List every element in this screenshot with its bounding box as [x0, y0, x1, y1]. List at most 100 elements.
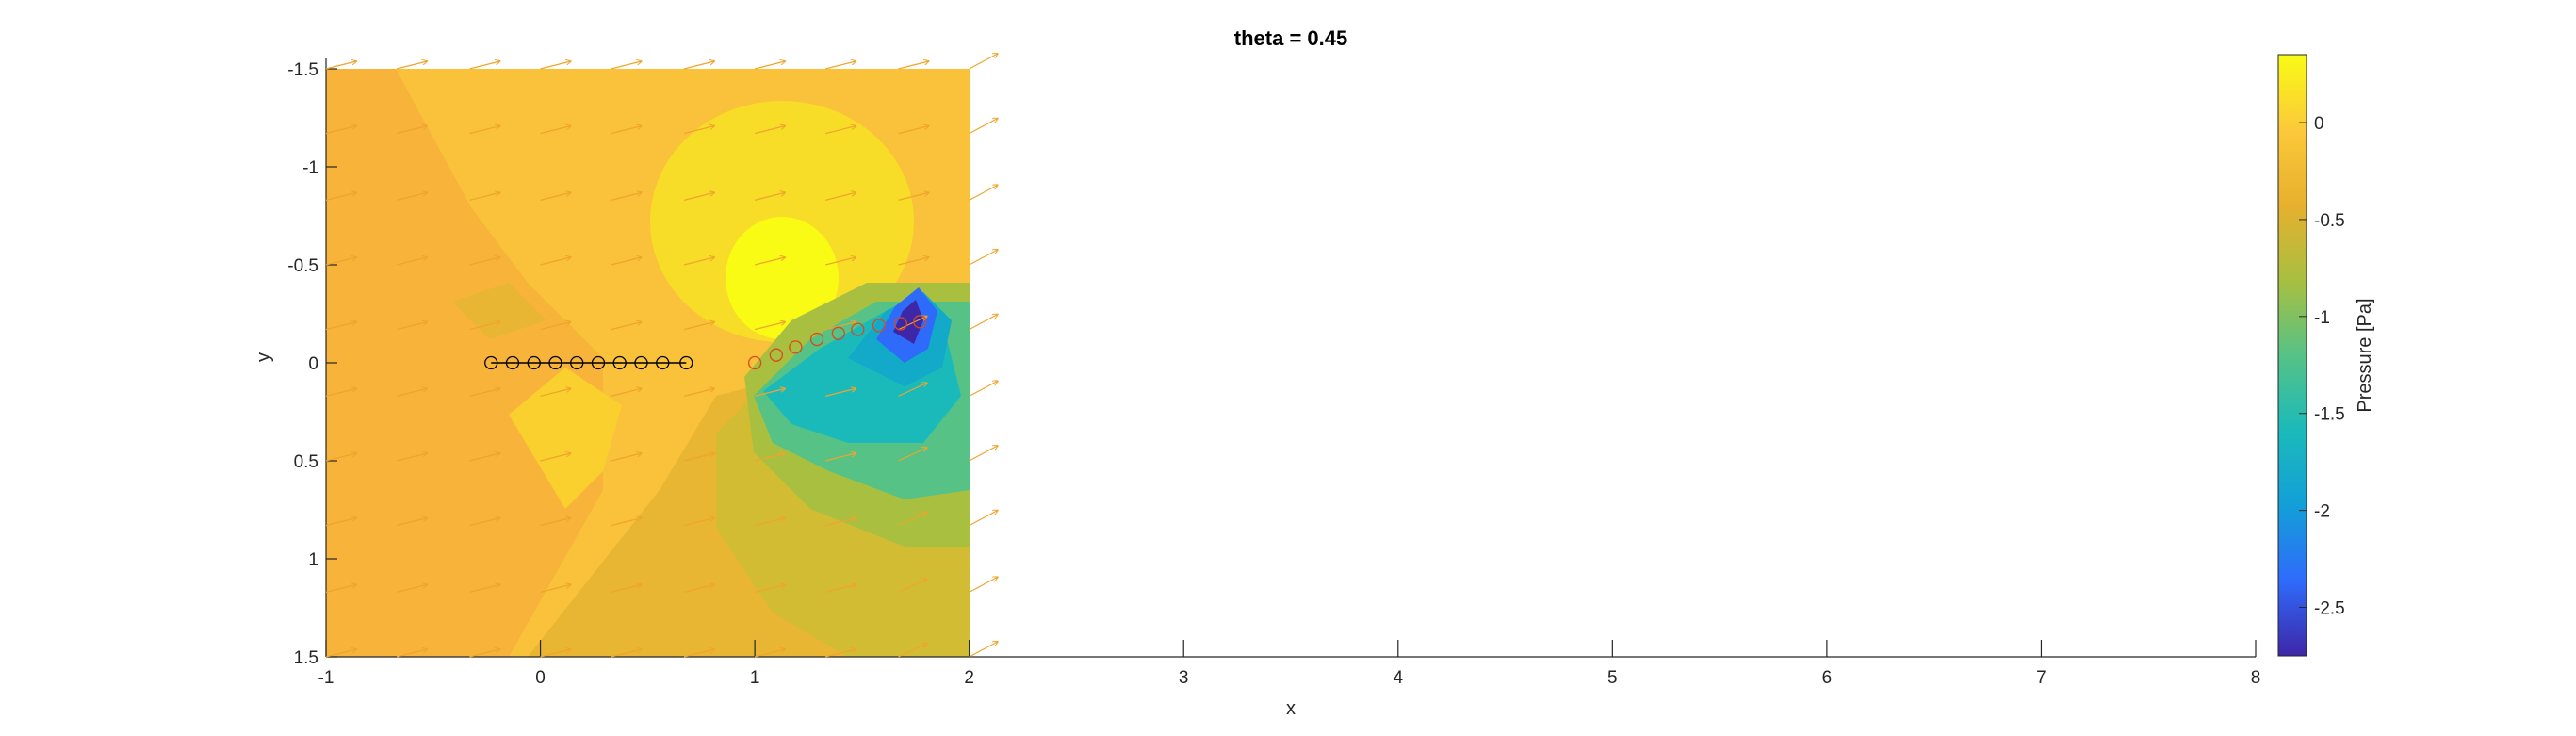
axes: [325, 58, 2256, 658]
wake-marker: [893, 317, 907, 331]
quiver-arrow: [683, 192, 714, 201]
quiver-arrow: [683, 649, 714, 658]
quiver-arrow: [325, 126, 356, 135]
quiver-arrow: [469, 584, 499, 593]
x-axis-title: x: [1286, 698, 1296, 719]
quiver-arrow: [825, 257, 856, 266]
colorbar-tick-label: -2: [2314, 502, 2330, 522]
upstream-marker: [612, 355, 627, 370]
quiver-arrow: [469, 322, 499, 331]
quiver-arrow: [969, 381, 998, 397]
quiver-arrow: [469, 649, 499, 658]
quiver-arrow: [898, 126, 929, 135]
quiver-arrow: [969, 511, 998, 527]
quiver-arrow: [898, 192, 929, 201]
wake-marker: [872, 319, 887, 333]
quiver-arrow: [754, 257, 785, 266]
quiver-arrow: [898, 383, 927, 397]
wake-marker: [809, 332, 824, 347]
colorbar-tick-label: 0: [2314, 114, 2324, 134]
quiver-arrow: [469, 388, 499, 397]
colorbar-tick-label: -1: [2314, 308, 2330, 328]
x-tick-label: 1: [750, 668, 760, 688]
upstream-marker: [634, 355, 648, 370]
upstream-marker: [679, 355, 693, 370]
quiver-arrow: [898, 257, 929, 266]
wake-markers: [747, 315, 927, 370]
y-tick-label: 0.5: [294, 452, 318, 472]
quiver-arrow: [396, 257, 427, 266]
x-tick-label: 0: [535, 668, 546, 688]
x-tick-label: 8: [2251, 668, 2261, 688]
colorbar-label: Pressure [Pa]: [2355, 298, 2375, 412]
upstream-marker: [548, 355, 562, 370]
velocity-quiver: [325, 54, 998, 658]
x-tick-label: 6: [1822, 668, 1833, 688]
quiver-arrow: [611, 518, 642, 527]
quiver-arrow: [540, 518, 571, 527]
quiver-arrow: [969, 315, 998, 331]
x-tick-label: 7: [2036, 668, 2046, 688]
quiver-arrow: [898, 317, 927, 331]
quiver-arrow: [396, 453, 427, 462]
quiver-arrow: [396, 388, 427, 397]
wake-marker: [831, 326, 846, 340]
quiver-arrow: [969, 642, 998, 658]
quiver-arrow: [754, 584, 785, 593]
quiver-arrow: [754, 126, 785, 135]
colorbar-bar: [2277, 54, 2307, 657]
quiver-arrow: [825, 649, 856, 658]
colorbar-ticks: 0 -0.5 -1 -1.5 -2 -2.5: [2299, 114, 2345, 619]
quiver-arrow: [540, 453, 571, 462]
quiver-arrow: [396, 61, 427, 70]
quiver-arrow: [683, 126, 714, 135]
quiver-arrow: [325, 257, 356, 266]
quiver-arrow: [754, 192, 785, 201]
x-tick-label: 3: [1179, 668, 1189, 688]
wake-marker: [913, 315, 927, 329]
colorbar-tick-label: -1.5: [2314, 405, 2345, 425]
quiver-arrow: [825, 192, 856, 201]
y-tick-label: 1.5: [294, 648, 318, 668]
quiver-arrow: [969, 119, 998, 135]
quiver-arrow: [540, 322, 571, 331]
quiver-arrow: [898, 448, 927, 462]
quiver-arrow: [683, 518, 714, 527]
y-tick-label: -0.5: [287, 256, 318, 276]
upstream-marker: [527, 355, 541, 370]
quiver-arrow: [325, 192, 356, 201]
quiver-arrow: [396, 518, 427, 527]
quiver-arrow: [683, 453, 714, 462]
wake-marker: [769, 348, 784, 362]
quiver-arrow: [969, 250, 998, 266]
colorbar-tick-label: -2.5: [2314, 599, 2345, 619]
quiver-arrow: [611, 257, 642, 266]
upstream-markers: [484, 355, 693, 370]
quiver-arrow: [325, 584, 356, 593]
quiver-arrow: [825, 61, 856, 70]
quiver-arrow: [898, 644, 927, 658]
wake-marker: [747, 355, 762, 370]
quiver-arrow: [754, 322, 785, 331]
quiver-arrow: [969, 185, 998, 201]
quiver-arrow: [898, 579, 927, 593]
quiver-arrow: [754, 453, 785, 462]
plot-title: theta = 0.45: [1234, 26, 1347, 50]
y-tick-label: 1: [308, 550, 318, 570]
x-ticks: -1 0 1 2 3 4 5 6 7 8: [318, 640, 2261, 688]
quiver-arrow: [469, 192, 499, 201]
quiver-arrow: [825, 126, 856, 135]
quiver-arrow: [396, 584, 427, 593]
quiver-arrow: [396, 126, 427, 135]
quiver-arrow: [469, 257, 499, 266]
quiver-arrow: [325, 649, 356, 658]
quiver-arrow: [611, 584, 642, 593]
colorbar: 0 -0.5 -1 -1.5 -2 -2.5 Pressure [Pa]: [2277, 54, 2375, 657]
quiver-arrow: [611, 453, 642, 462]
y-tick-label: -1: [302, 158, 318, 178]
quiver-arrow: [754, 61, 785, 70]
quiver-arrow: [611, 126, 642, 135]
y-tick-label: -1.5: [287, 60, 318, 80]
quiver-arrow: [898, 61, 929, 70]
